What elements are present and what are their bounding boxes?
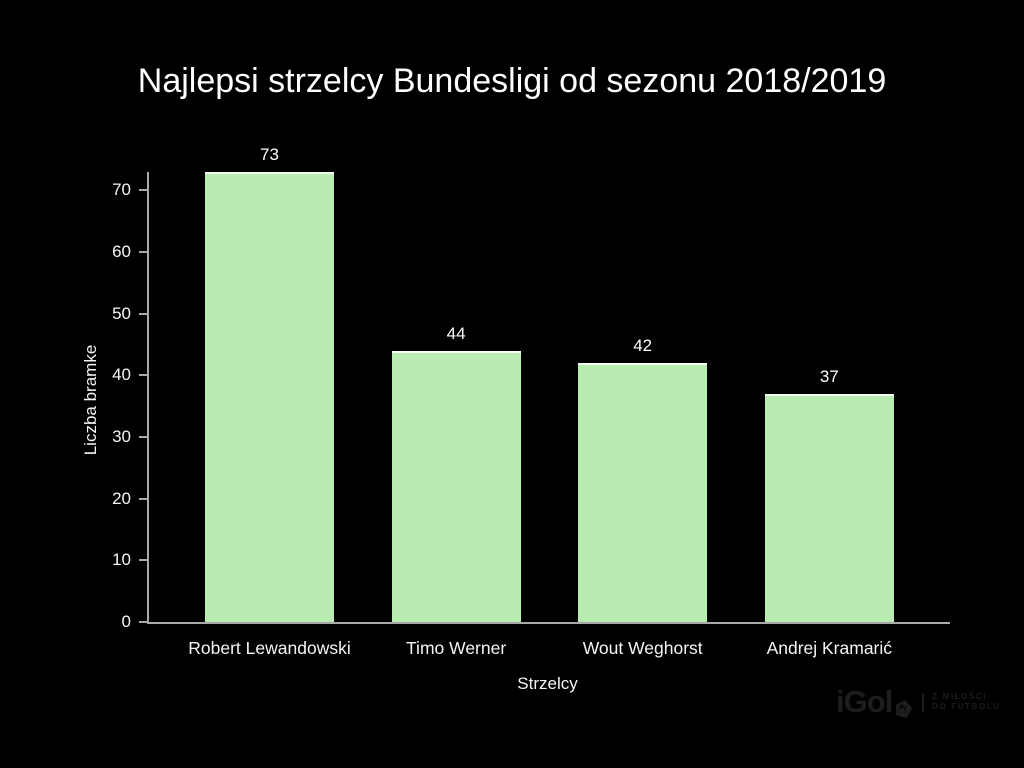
y-tick-label-60: 60	[112, 242, 131, 262]
y-tick-label-70: 70	[112, 180, 131, 200]
x-axis-title: Strzelcy	[517, 674, 578, 693]
y-tick-mark-40	[139, 374, 147, 377]
plot-area: 0 10 20 30 40 50 60 70 73 Robert Lewandowski 44 Tim…	[112, 145, 950, 658]
brand-watermark: iGol PL Z MIŁOŚCI DO FUTBOLU	[836, 686, 1001, 718]
y-tick-mark-10	[139, 559, 147, 562]
y-tick-label-50: 50	[112, 303, 131, 323]
y-tick-mark-70	[139, 189, 147, 192]
bar-value-label-0: 73	[260, 145, 279, 164]
bar-3	[764, 394, 894, 622]
y-tick-mark-0	[139, 621, 147, 623]
y-tick-label-30: 30	[112, 427, 131, 447]
x-category-label-1: Timo Werner	[406, 638, 507, 658]
brand-tagline: Z MIŁOŚCI DO FUTBOLU	[932, 692, 1000, 712]
bar-2	[578, 363, 708, 622]
bar-value-label-3: 37	[819, 367, 839, 386]
y-tick-label-0: 0	[121, 612, 131, 631]
x-category-label-3: Andrej Kramarić	[766, 638, 893, 658]
brand-divider	[922, 693, 925, 712]
x-category-label-2: Wout Weghorst	[582, 638, 703, 658]
y-tick-mark-30	[139, 436, 147, 439]
bar-value-label-1: 44	[446, 324, 466, 343]
brand-tagline-line2: DO FUTBOLU	[932, 702, 1001, 711]
bar-value-label-2: 42	[633, 336, 653, 355]
brand-pentagon-badge-icon: PL	[893, 698, 914, 719]
y-tick-label-20: 20	[112, 488, 131, 508]
y-tick-label-40: 40	[112, 365, 131, 385]
x-category-label-0: Robert Lewandowski	[188, 638, 351, 658]
y-tick-mark-20	[139, 497, 147, 500]
chart-title: Najlepsi strzelcy Bundesligi od sezonu 2…	[137, 62, 887, 100]
bar-0	[205, 172, 334, 622]
brand-tagline-line1: Z MIŁOŚCI	[932, 692, 988, 701]
y-tick-mark-60	[139, 251, 147, 254]
bar-1	[391, 351, 521, 622]
y-tick-mark-50	[139, 312, 147, 315]
brand-logo-text: iGol	[836, 684, 893, 719]
y-tick-label-10: 10	[112, 550, 131, 570]
